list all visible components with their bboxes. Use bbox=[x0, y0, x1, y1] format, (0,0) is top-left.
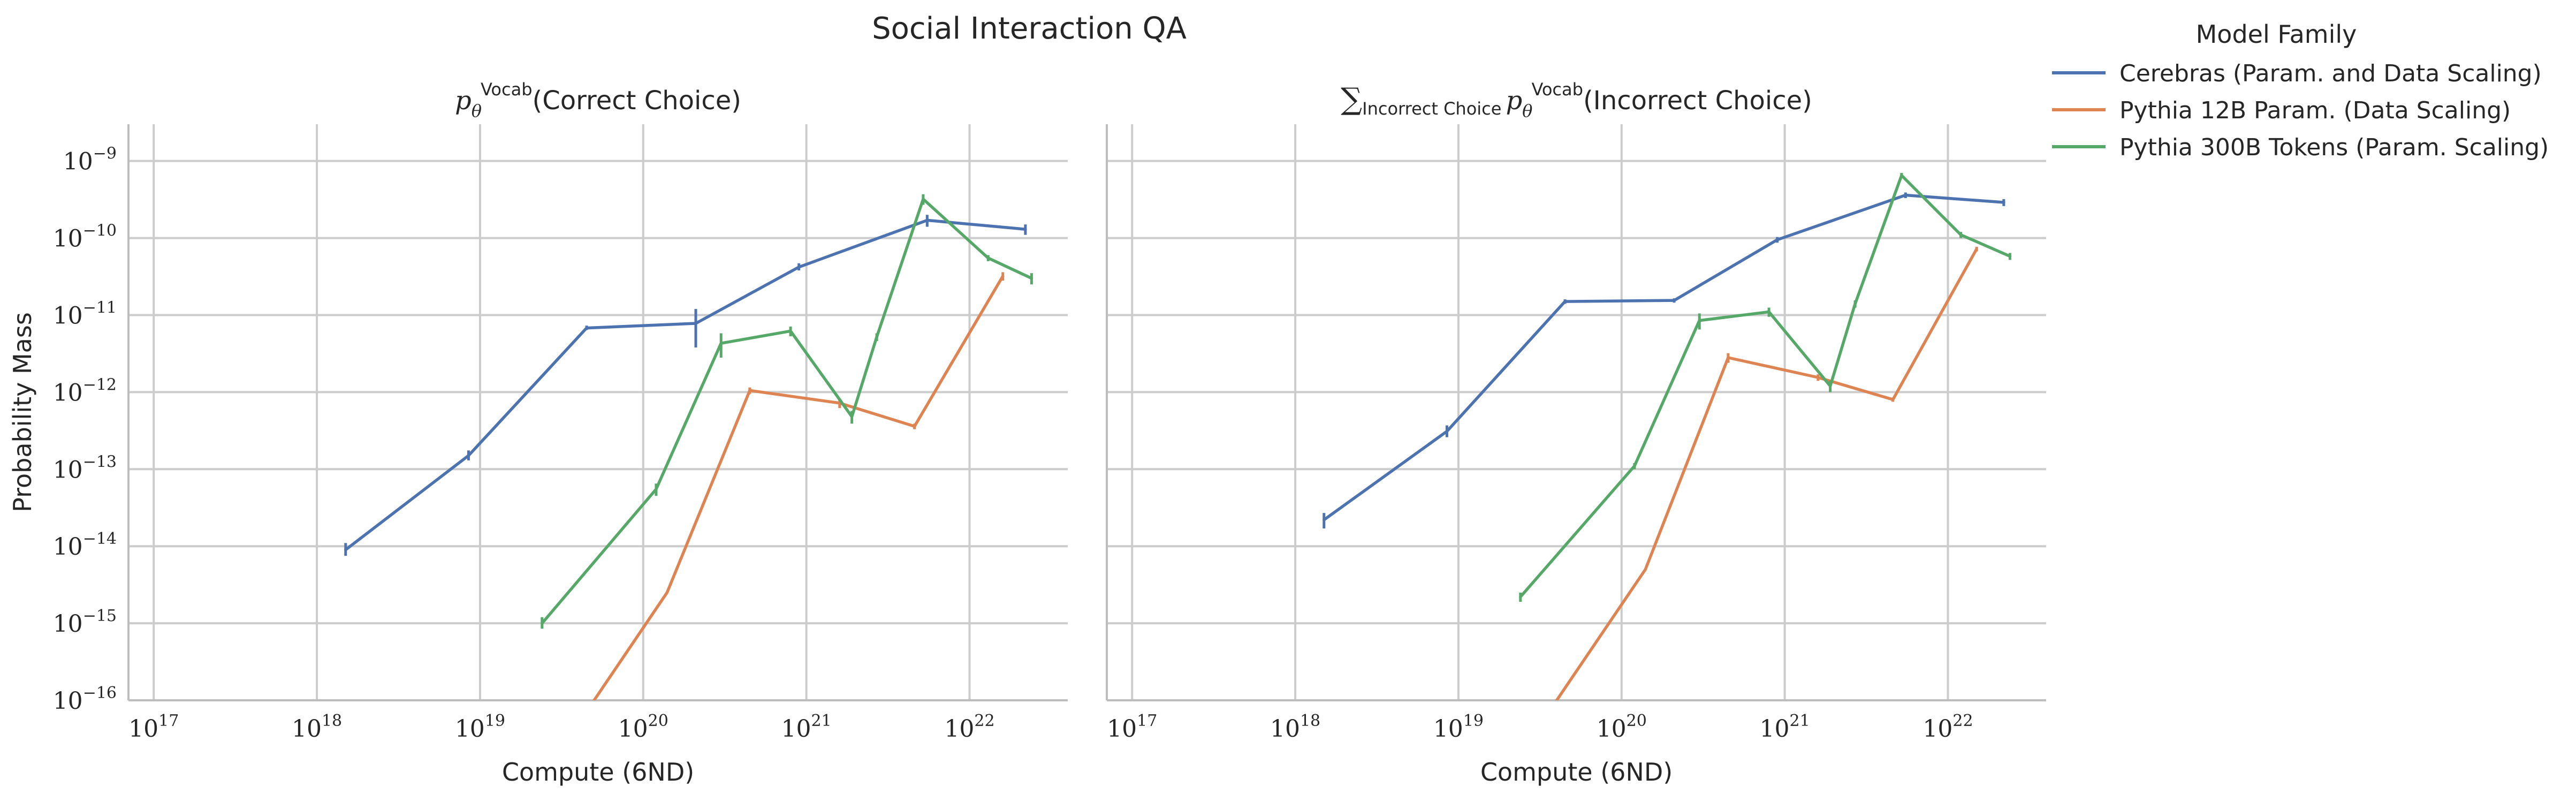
y-tick-label: 10−13 bbox=[53, 452, 117, 483]
series-line bbox=[592, 275, 1005, 700]
y-axis-label: Probability Mass bbox=[8, 312, 37, 512]
x-tick-label: 1022 bbox=[1922, 712, 1973, 743]
y-tick-label: 10−9 bbox=[63, 145, 117, 176]
series-0 bbox=[344, 215, 1027, 556]
y-tick-label: 10−10 bbox=[53, 222, 117, 253]
x-axis-label: Compute (6ND) bbox=[502, 758, 694, 787]
series-line bbox=[1323, 193, 2005, 521]
legend-title: Model Family bbox=[2196, 20, 2357, 49]
x-tick-label: 1018 bbox=[1270, 712, 1320, 743]
x-tick-label: 1021 bbox=[781, 712, 832, 743]
x-tick-label: 1022 bbox=[944, 712, 994, 743]
series-0 bbox=[1323, 192, 2005, 529]
x-tick-label: 1020 bbox=[618, 712, 668, 743]
series-line bbox=[344, 218, 1027, 551]
x-tick-label: 1020 bbox=[1597, 712, 1647, 743]
gridlines bbox=[128, 124, 1068, 701]
x-tick-label: 1019 bbox=[1433, 712, 1484, 743]
x-tick-label: 1017 bbox=[128, 712, 179, 743]
y-tick-label: 10−12 bbox=[53, 375, 117, 406]
y-tick-label: 10−11 bbox=[53, 298, 117, 329]
panel-correct-choice: 1017 1018 1019 1020 1021 1022 10−9 10−10 10−11 10… bbox=[8, 79, 1068, 787]
series-line bbox=[541, 198, 1034, 625]
legend-label: Pythia 300B Tokens (Param. Scaling) bbox=[2119, 134, 2549, 161]
y-tick-label: 10−14 bbox=[53, 530, 117, 561]
subplot-title: ∑Incorrect Choice pθVocab(Incorrect Choic… bbox=[1341, 79, 1812, 121]
series-1 bbox=[1555, 246, 1978, 700]
x-tick-label: 1017 bbox=[1107, 712, 1157, 743]
panel-incorrect-choice: 1017 1018 1019 1020 1021 1022 Compute (6ND) ∑In… bbox=[1106, 79, 2046, 787]
subplot-title: pθVocab(Correct Choice) bbox=[455, 79, 741, 121]
series-2 bbox=[1519, 172, 2012, 602]
series-line bbox=[1555, 247, 1978, 700]
legend: Model Family Cerebras (Param. and Data S… bbox=[2052, 20, 2549, 161]
x-tick-label: 1019 bbox=[455, 712, 505, 743]
x-axis-label: Compute (6ND) bbox=[1480, 758, 1673, 787]
y-tick-label: 10−15 bbox=[53, 607, 117, 638]
x-tick-label: 1018 bbox=[292, 712, 342, 743]
legend-label: Cerebras (Param. and Data Scaling) bbox=[2119, 60, 2542, 87]
y-tick-label: 10−16 bbox=[53, 684, 117, 715]
series-2 bbox=[541, 194, 1034, 629]
legend-label: Pythia 12B Param. (Data Scaling) bbox=[2119, 97, 2511, 124]
series-1 bbox=[592, 272, 1005, 700]
gridlines bbox=[1107, 124, 2046, 701]
figure-title: Social Interaction QA bbox=[872, 11, 1187, 46]
x-tick-label: 1021 bbox=[1760, 712, 1810, 743]
